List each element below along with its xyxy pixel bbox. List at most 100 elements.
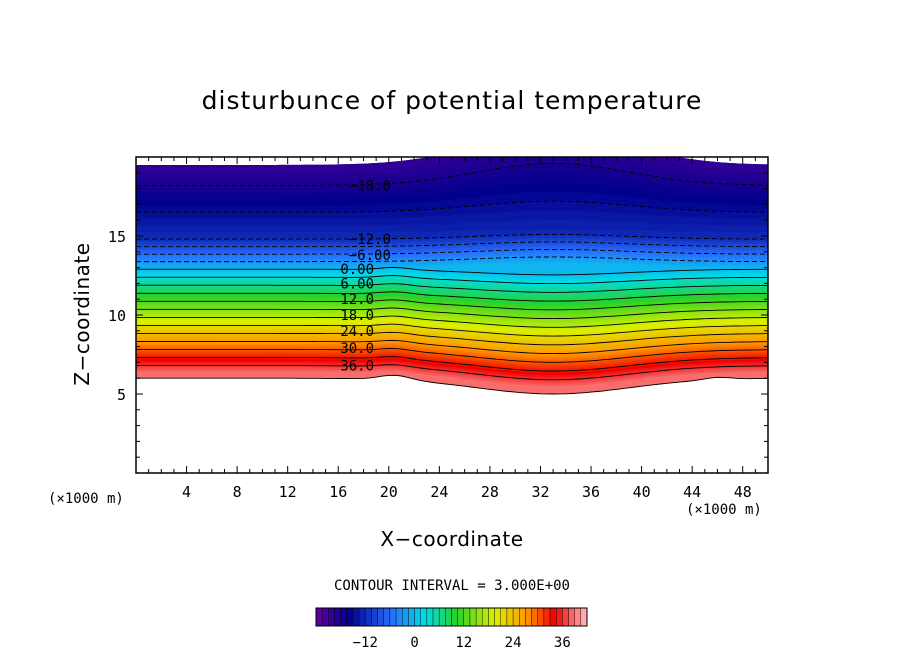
contour-line	[136, 348, 768, 363]
y-tick-label: 5	[117, 386, 126, 404]
colorbar-cell	[340, 607, 347, 627]
x-tick-label: 36	[582, 483, 600, 501]
colorbar-cell	[512, 607, 520, 627]
colorbar-cell	[506, 607, 514, 627]
contour-lines	[136, 162, 768, 395]
colorbar-cell	[500, 607, 508, 627]
colorbar-cell	[525, 607, 532, 627]
colorbar-cell	[457, 607, 465, 627]
contour-interval-text: CONTOUR INTERVAL = 3.000E+00	[333, 578, 570, 594]
chart-title: disturbunce of potential temperature	[201, 86, 703, 115]
y-tick-label: 10	[108, 307, 126, 325]
y-tick-label: 15	[108, 228, 126, 246]
contour-line	[136, 256, 768, 263]
x-tick-label: 28	[481, 483, 499, 501]
contour-label: 24.0	[340, 324, 374, 340]
colorbar-cell	[432, 607, 440, 627]
colorbar-cell	[365, 607, 372, 627]
colorbar-cell	[556, 607, 563, 627]
colorbar-frame	[315, 607, 588, 627]
colorbar-tick-label: 12	[455, 635, 472, 651]
contour-line	[136, 356, 768, 372]
colorbar-cell	[580, 607, 588, 627]
x-tick-label: 40	[633, 483, 651, 501]
colorbar-cell	[519, 607, 526, 627]
colorbar-cell	[315, 607, 323, 627]
contour-label: −18.0	[349, 178, 391, 194]
colorbar-cell	[426, 607, 434, 627]
x-tick-label: 16	[329, 483, 347, 501]
colorbar-cell	[358, 607, 366, 627]
contour-line	[136, 233, 768, 240]
x-tick-label: 24	[430, 483, 448, 501]
colorbar-cell	[371, 607, 378, 627]
colorbar-cell	[328, 607, 335, 627]
contour-line	[136, 315, 768, 328]
contour-line	[136, 339, 768, 355]
colorbar-tick-label: 36	[554, 635, 571, 651]
x-unit-label: (×1000 m)	[686, 502, 762, 518]
contour-label: −12.0	[349, 232, 391, 248]
colorbar-cell	[469, 607, 477, 627]
colorbar-cell	[420, 607, 428, 627]
contour-line	[136, 299, 768, 311]
colorbar-cell	[346, 607, 354, 627]
colorbar-cell	[562, 607, 569, 627]
colorbar-tick-label: 24	[505, 635, 522, 651]
colorbar-cell	[408, 607, 415, 627]
colorbar-tick-label: −12	[353, 635, 378, 651]
contour-label: 12.0	[340, 292, 374, 308]
colorbar-cell	[574, 607, 582, 627]
contour-label: 18.0	[340, 308, 374, 324]
colorbar-cell	[402, 607, 409, 627]
colorbar-tick-label: 0	[410, 635, 418, 651]
colorbar-cell	[395, 607, 403, 627]
z-unit-label: (×1000 m)	[48, 491, 124, 507]
contour-label: 0.00	[340, 262, 374, 278]
contour-label: 6.00	[340, 276, 374, 292]
contour-line	[136, 200, 768, 213]
colorbar-cell	[377, 607, 384, 627]
contour-line	[136, 162, 768, 186]
colorbar-cell	[543, 607, 551, 627]
contour-label: −6.00	[349, 248, 391, 264]
contour-line	[136, 291, 768, 302]
contour-line	[136, 241, 768, 248]
x-tick-label: 32	[531, 483, 549, 501]
colorbar-cell	[389, 607, 397, 627]
colorbar-cell	[568, 607, 575, 627]
x-tick-label: 20	[380, 483, 398, 501]
colorbar-cell	[537, 607, 545, 627]
colorbar-cell	[414, 607, 421, 627]
x-tick-label: 4	[182, 483, 191, 501]
contour-line	[136, 331, 768, 346]
x-tick-label: 48	[734, 483, 752, 501]
colorbar-cell	[494, 607, 501, 627]
contour-line	[136, 323, 768, 337]
x-tick-label: 8	[233, 483, 242, 501]
colorbar-cell	[488, 607, 495, 627]
contour-line	[136, 374, 768, 395]
colorbar-cell	[451, 607, 458, 627]
axis-ticks	[136, 157, 768, 473]
contour-line	[136, 364, 768, 381]
contour-line	[136, 307, 768, 320]
colorbar-cell	[463, 607, 471, 627]
colorbar-cell	[531, 607, 538, 627]
colorbar-cell	[321, 607, 329, 627]
contour-line	[136, 275, 768, 285]
colorbar-cell	[383, 607, 391, 627]
colorbar-cell	[334, 607, 341, 627]
contour-line	[136, 248, 768, 255]
colorbar-cell	[475, 607, 483, 627]
x-axis-label: X−coordinate	[380, 527, 524, 551]
x-tick-label: 44	[683, 483, 701, 501]
contour-line	[136, 283, 768, 293]
contour-fill-bands	[136, 157, 768, 395]
colorbar-cell	[438, 607, 446, 627]
contour-line	[136, 267, 768, 276]
colorbar-cell	[549, 607, 557, 627]
